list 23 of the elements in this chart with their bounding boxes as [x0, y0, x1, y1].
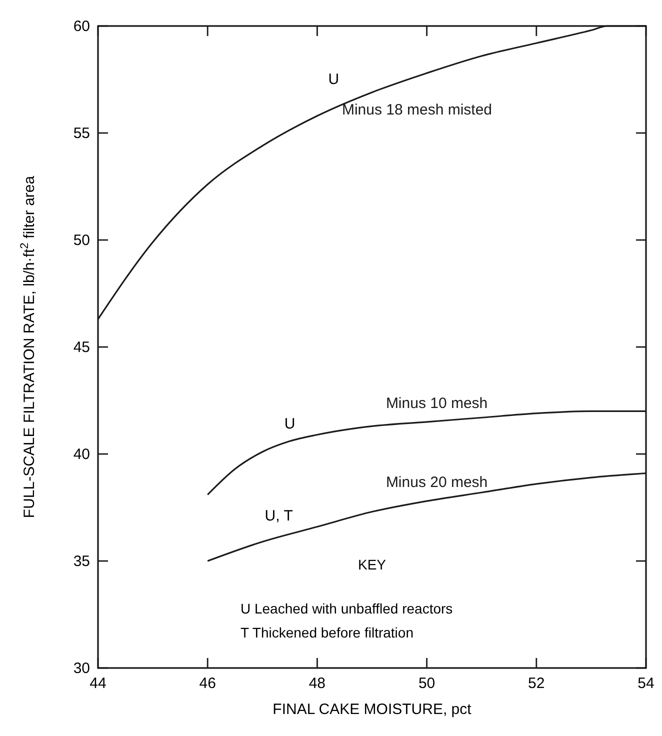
- y-tick-label: 60: [73, 18, 90, 35]
- x-axis-title: FINAL CAKE MOISTURE, pct: [272, 701, 472, 718]
- x-tick-label: 50: [418, 675, 436, 692]
- y-tick-label: 45: [73, 339, 90, 356]
- y-tick-label: 55: [73, 125, 90, 142]
- y-tick-label: 40: [73, 446, 90, 463]
- x-tick-label: 44: [90, 675, 106, 692]
- x-tick-label: 46: [199, 675, 216, 692]
- annotation: KEY: [358, 556, 387, 573]
- series-label: Minus 18 mesh misted: [342, 101, 492, 118]
- y-tick-label: 30: [73, 660, 90, 677]
- annotation: U: [328, 70, 340, 88]
- y-tick-label: 50: [73, 232, 90, 249]
- series-label: Minus 20 mesh: [386, 474, 488, 492]
- series-label: Minus 10 mesh: [386, 394, 488, 412]
- annotation: T Thickened before filtration: [240, 624, 414, 641]
- annotation: U: [284, 415, 296, 432]
- annotation: U Leached with unbaffled reactors: [240, 600, 453, 617]
- y-tick-label: 35: [73, 553, 90, 570]
- x-tick-label: 52: [528, 675, 545, 692]
- x-tick-label: 54: [638, 675, 654, 692]
- x-tick-label: 48: [308, 675, 326, 692]
- annotation: U, T: [264, 507, 293, 524]
